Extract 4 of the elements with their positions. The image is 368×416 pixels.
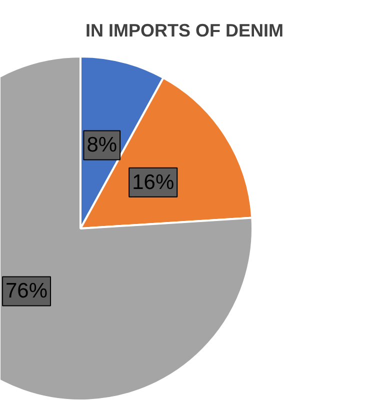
data-label: 76% (5, 280, 48, 303)
data-label: 16% (132, 170, 174, 194)
data-label: 8% (86, 134, 118, 157)
chart-title: IN IMPORTS OF DENIM (86, 20, 284, 40)
